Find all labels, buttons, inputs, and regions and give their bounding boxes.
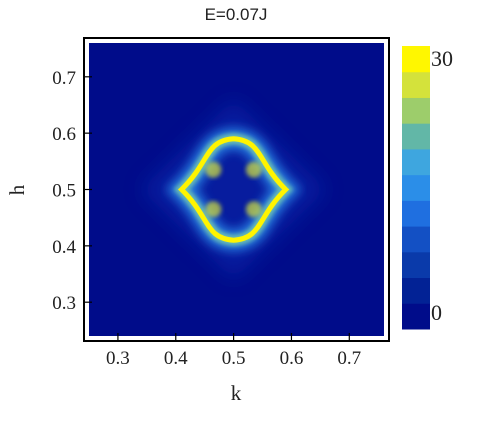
ring-cusp-lobe (205, 201, 222, 218)
colorbar-swatch (402, 200, 430, 227)
y-tick-label: 0.3 (52, 293, 76, 314)
y-tick-label: 0.5 (52, 181, 76, 202)
x-axis-label: k (231, 381, 242, 405)
colorbar-max-label: 30 (431, 46, 453, 71)
colorbar-swatch (402, 277, 430, 304)
x-tick-label: 0.6 (280, 348, 304, 369)
y-tick-label: 0.4 (52, 237, 76, 258)
x-tick-label: 0.7 (337, 348, 361, 369)
diamond-halo (141, 99, 327, 280)
plot-area (83, 37, 390, 342)
colorbar-swatch (402, 174, 430, 201)
colorbar (402, 46, 430, 330)
colorbar-swatch (402, 226, 430, 253)
heatmap-intensity (141, 99, 327, 280)
y-tick-label: 0.7 (52, 68, 76, 89)
colorbar-swatch (402, 303, 430, 330)
ring-cusp-lobe (205, 161, 222, 178)
chart-title: E=0.07J (205, 5, 268, 24)
colorbar-swatch (402, 46, 430, 73)
colorbar-swatch (402, 251, 430, 279)
y-tick-label: 0.6 (52, 124, 76, 145)
ring-core (177, 136, 290, 243)
ring-cusp-lobe (245, 201, 262, 218)
x-tick-label: 0.5 (222, 348, 246, 369)
ring-cusp-lobe (245, 161, 262, 178)
colorbar-swatch (402, 123, 430, 150)
x-tick-label: 0.3 (106, 348, 130, 369)
colorbar-min-label: 0 (431, 300, 442, 325)
axis-ticks: 0.3 0.4 0.5 0.6 0.7 0.3 0.4 0.5 0.6 0.7 (52, 68, 361, 369)
x-tick-label: 0.4 (164, 348, 188, 369)
colorbar-swatch (402, 71, 430, 98)
y-axis-label: h (5, 184, 29, 195)
colorbar-swatch (402, 148, 430, 176)
colorbar-swatch (402, 97, 430, 124)
